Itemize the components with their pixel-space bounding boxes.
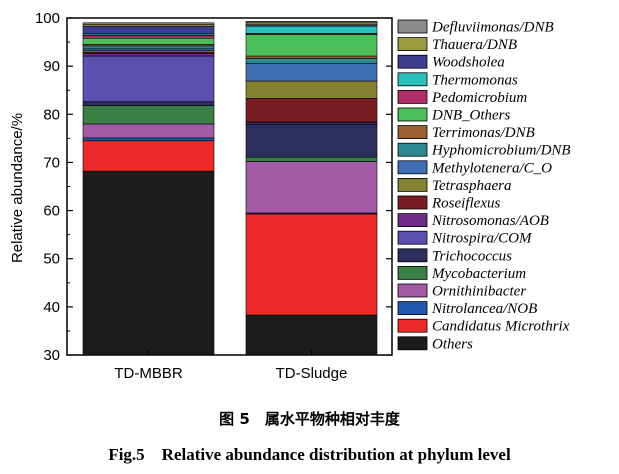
x-tick-label: TD-MBBR xyxy=(114,365,182,382)
legend-label: Nitrolancea/NOB xyxy=(431,301,537,317)
legend-label: Defluviimonas/DNB xyxy=(431,20,554,36)
legend-swatch xyxy=(397,125,428,139)
legend-swatch xyxy=(397,37,428,51)
bar-segment xyxy=(82,35,215,39)
bar-segment xyxy=(82,22,215,25)
legend-label: Thauera/DNB xyxy=(432,37,517,53)
y-tick-label: 100 xyxy=(35,10,60,27)
bar-segment xyxy=(245,98,378,123)
legend-label: Others xyxy=(432,336,473,352)
bar-segment xyxy=(245,161,378,214)
legend-swatch xyxy=(397,248,428,263)
legend-swatch xyxy=(397,72,428,87)
y-tick-label: 70 xyxy=(43,154,60,171)
figure-caption-cn: 图 5 属水平物种相对丰度 xyxy=(219,410,400,428)
legend-swatch xyxy=(397,230,428,245)
legend-label: Thermomonas xyxy=(432,72,518,88)
legend-label: Ornithinibacter xyxy=(432,284,526,300)
bar-segment xyxy=(82,45,215,50)
legend-swatch xyxy=(397,54,428,69)
y-tick-label: 40 xyxy=(43,299,60,316)
legend-swatch xyxy=(397,213,428,228)
legend-label: Candidatus Microthrix xyxy=(432,319,570,335)
legend-label: DNB_Others xyxy=(431,108,510,124)
legend-label: Trichococcus xyxy=(432,248,512,264)
legend-label: Methylotenera/C_O xyxy=(431,160,552,176)
bar-segment xyxy=(245,80,378,99)
legend-swatch xyxy=(397,142,428,157)
bar-segment xyxy=(82,123,215,139)
legend-swatch xyxy=(397,19,428,34)
figure-caption-en: Fig.5 Relative abundance distribution at… xyxy=(108,445,511,464)
legend-label: Hyphomicrobium/DNB xyxy=(431,143,571,159)
legend-label: Nitrosomonas/AOB xyxy=(431,213,549,229)
legend-swatch xyxy=(397,265,428,280)
legend-swatch xyxy=(397,90,428,104)
legend-label: Tetrasphaera xyxy=(432,178,511,194)
legend-swatch xyxy=(397,177,428,192)
legend-swatch xyxy=(397,318,428,333)
stacked-bar-chart: 30 40 50 60 70 80 90 100 TD-MBBR TD-Sludge Relat… xyxy=(9,10,571,382)
bar-segment xyxy=(82,140,215,172)
legend-label: Woodsholea xyxy=(432,55,505,71)
y-tick-label: 60 xyxy=(43,203,60,220)
legend-swatch xyxy=(397,301,428,316)
bar-segment xyxy=(245,25,378,34)
legend-swatch xyxy=(397,195,428,210)
bar-segment xyxy=(245,34,378,57)
legend-label: Pedomicrobium xyxy=(431,90,527,106)
bar-segment xyxy=(82,170,215,356)
bar-segment xyxy=(245,55,378,59)
y-tick-label: 80 xyxy=(43,106,60,123)
bar-segment xyxy=(82,55,215,103)
bar-segment xyxy=(82,25,215,35)
bar-segment xyxy=(245,124,378,158)
bar-segment xyxy=(82,101,215,106)
bar-segment xyxy=(245,62,378,82)
bar-segment xyxy=(82,105,215,125)
y-axis-label: Relative abundance/% xyxy=(9,113,26,263)
y-tick-label: 50 xyxy=(43,251,60,268)
y-tick-label: 90 xyxy=(43,58,60,75)
bar-segment xyxy=(82,37,215,45)
bar-segment xyxy=(245,21,378,24)
bar-segment xyxy=(245,58,378,64)
bar-segment xyxy=(82,137,215,142)
bars-group xyxy=(82,21,378,356)
bar-segment xyxy=(245,213,378,316)
x-tick-label: TD-Sludge xyxy=(276,365,348,382)
legend-label: Roseiflexus xyxy=(431,196,500,212)
bar-segment xyxy=(245,314,378,356)
legend-swatch xyxy=(397,107,428,122)
legend-label: Mycobacterium xyxy=(431,266,526,282)
legend-swatch xyxy=(397,336,428,351)
legend-swatch xyxy=(397,160,428,175)
bar-segment xyxy=(82,53,215,57)
y-axis: 30 40 50 60 70 80 90 100 xyxy=(35,10,392,364)
y-tick-label: 30 xyxy=(43,347,60,364)
bar-segment xyxy=(245,156,378,162)
legend-label: Nitrospira/COM xyxy=(431,231,533,247)
x-axis: TD-MBBR TD-Sludge xyxy=(114,350,347,382)
legend-swatch xyxy=(397,283,428,298)
legend-label: Terrimonas/DNB xyxy=(432,125,535,141)
